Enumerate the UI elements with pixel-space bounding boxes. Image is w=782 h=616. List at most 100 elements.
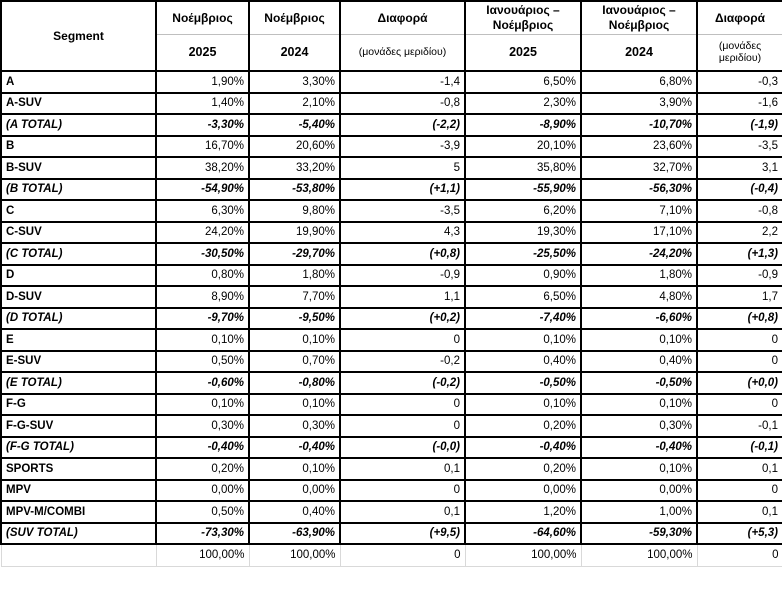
segment-cell[interactable]: MPV	[0, 478, 157, 502]
value-cell[interactable]: 38,20%	[155, 156, 250, 180]
value-cell[interactable]: -0,50%	[464, 371, 582, 395]
value-cell[interactable]: -59,30%	[580, 521, 698, 545]
value-cell[interactable]: -10,70%	[580, 113, 698, 137]
value-cell[interactable]: 19,30%	[464, 220, 582, 244]
segment-cell[interactable]: E-SUV	[0, 349, 157, 373]
value-cell[interactable]: -64,60%	[464, 521, 582, 545]
value-cell[interactable]: (+5,3)	[696, 521, 782, 545]
segment-cell[interactable]: D-SUV	[0, 285, 157, 309]
value-cell[interactable]: 6,30%	[155, 199, 250, 223]
footer-total-cell[interactable]: 100,00%	[248, 543, 341, 567]
value-cell[interactable]: -0,1	[696, 414, 782, 438]
header-nov-2024-title[interactable]: Νοέμβριος	[248, 0, 341, 35]
header-jan-nov-2025-year[interactable]: 2025	[464, 33, 582, 72]
value-cell[interactable]: (-0,0)	[339, 435, 466, 459]
value-cell[interactable]: -8,90%	[464, 113, 582, 137]
value-cell[interactable]: 0	[696, 478, 782, 502]
value-cell[interactable]: 0	[339, 392, 466, 416]
value-cell[interactable]: 4,80%	[580, 285, 698, 309]
value-cell[interactable]: 3,1	[696, 156, 782, 180]
value-cell[interactable]: -0,60%	[155, 371, 250, 395]
value-cell[interactable]: 0,10%	[248, 457, 341, 481]
value-cell[interactable]: 1,00%	[580, 500, 698, 524]
value-cell[interactable]: 3,30%	[248, 70, 341, 94]
value-cell[interactable]: 0	[339, 478, 466, 502]
segment-cell[interactable]: (D TOTAL)	[0, 306, 157, 330]
value-cell[interactable]: -1,6	[696, 91, 782, 115]
value-cell[interactable]: 35,80%	[464, 156, 582, 180]
header-diff-ytd-title[interactable]: Διαφορά	[696, 0, 782, 35]
value-cell[interactable]: 1,80%	[248, 263, 341, 287]
header-diff-month-units[interactable]: (μονάδες μεριδίου)	[339, 33, 466, 72]
value-cell[interactable]: 0,20%	[464, 457, 582, 481]
value-cell[interactable]: 0	[696, 392, 782, 416]
header-jan-nov-2024-year[interactable]: 2024	[580, 33, 698, 72]
value-cell[interactable]: 33,20%	[248, 156, 341, 180]
value-cell[interactable]: 0,40%	[248, 500, 341, 524]
value-cell[interactable]: 0,40%	[464, 349, 582, 373]
value-cell[interactable]: (+0,8)	[696, 306, 782, 330]
segment-cell[interactable]: (E TOTAL)	[0, 371, 157, 395]
value-cell[interactable]: 1,7	[696, 285, 782, 309]
value-cell[interactable]: 0,1	[339, 500, 466, 524]
segment-cell[interactable]: E	[0, 328, 157, 352]
value-cell[interactable]: -0,2	[339, 349, 466, 373]
value-cell[interactable]: 0,30%	[155, 414, 250, 438]
header-nov-2025-title[interactable]: Νοέμβριος	[155, 0, 250, 35]
segment-cell[interactable]: D	[0, 263, 157, 287]
value-cell[interactable]: 0	[696, 349, 782, 373]
value-cell[interactable]: -73,30%	[155, 521, 250, 545]
value-cell[interactable]: 6,50%	[464, 70, 582, 94]
segment-cell[interactable]: (B TOTAL)	[0, 177, 157, 201]
value-cell[interactable]: -29,70%	[248, 242, 341, 266]
value-cell[interactable]: 0,1	[696, 457, 782, 481]
value-cell[interactable]: -0,8	[696, 199, 782, 223]
value-cell[interactable]: 24,20%	[155, 220, 250, 244]
header-jan-nov-2024-title[interactable]: Ιανουάριος – Νοέμβριος	[580, 0, 698, 35]
value-cell[interactable]: (+0,2)	[339, 306, 466, 330]
segment-cell[interactable]: A	[0, 70, 157, 94]
value-cell[interactable]: 0,00%	[155, 478, 250, 502]
value-cell[interactable]: (-0,2)	[339, 371, 466, 395]
value-cell[interactable]: 0,10%	[580, 457, 698, 481]
value-cell[interactable]: 2,2	[696, 220, 782, 244]
value-cell[interactable]: 8,90%	[155, 285, 250, 309]
segment-cell[interactable]: (F-G TOTAL)	[0, 435, 157, 459]
footer-total-cell[interactable]: 100,00%	[580, 543, 698, 567]
value-cell[interactable]: -0,9	[339, 263, 466, 287]
value-cell[interactable]: 20,10%	[464, 134, 582, 158]
value-cell[interactable]: 5	[339, 156, 466, 180]
value-cell[interactable]: 0	[339, 328, 466, 352]
value-cell[interactable]: 0,10%	[248, 328, 341, 352]
value-cell[interactable]: -0,8	[339, 91, 466, 115]
value-cell[interactable]: (+0,0)	[696, 371, 782, 395]
value-cell[interactable]: -54,90%	[155, 177, 250, 201]
header-diff-ytd-units[interactable]: (μονάδες μεριδίου)	[696, 33, 782, 72]
value-cell[interactable]: -63,90%	[248, 521, 341, 545]
value-cell[interactable]: 6,50%	[464, 285, 582, 309]
value-cell[interactable]: 6,80%	[580, 70, 698, 94]
segment-cell[interactable]: F-G	[0, 392, 157, 416]
value-cell[interactable]: (+9,5)	[339, 521, 466, 545]
value-cell[interactable]: 0,30%	[248, 414, 341, 438]
value-cell[interactable]: -9,70%	[155, 306, 250, 330]
value-cell[interactable]: 0,10%	[155, 392, 250, 416]
value-cell[interactable]: 4,3	[339, 220, 466, 244]
footer-total-cell[interactable]: 0	[339, 543, 466, 567]
value-cell[interactable]: 0	[339, 414, 466, 438]
value-cell[interactable]: (-0,1)	[696, 435, 782, 459]
segment-cell[interactable]: (SUV TOTAL)	[0, 521, 157, 545]
value-cell[interactable]: 23,60%	[580, 134, 698, 158]
segment-cell[interactable]: SPORTS	[0, 457, 157, 481]
value-cell[interactable]: -56,30%	[580, 177, 698, 201]
value-cell[interactable]: 0,10%	[155, 328, 250, 352]
segment-cell[interactable]: B-SUV	[0, 156, 157, 180]
segment-cell[interactable]: F-G-SUV	[0, 414, 157, 438]
value-cell[interactable]: 0,70%	[248, 349, 341, 373]
value-cell[interactable]: 0,10%	[580, 328, 698, 352]
value-cell[interactable]: 0,1	[339, 457, 466, 481]
value-cell[interactable]: -3,5	[696, 134, 782, 158]
value-cell[interactable]: -3,5	[339, 199, 466, 223]
value-cell[interactable]: 1,1	[339, 285, 466, 309]
header-nov-2024-year[interactable]: 2024	[248, 33, 341, 72]
